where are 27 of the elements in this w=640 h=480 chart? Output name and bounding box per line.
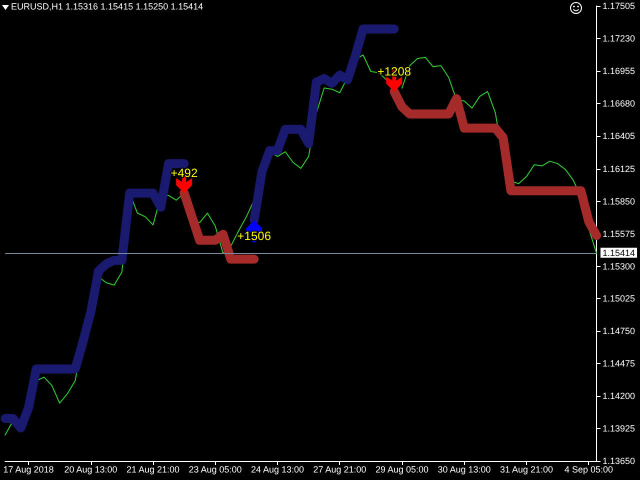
y-tick-label: 1.16955 [602,66,636,76]
x-tick-label: 30 Aug 13:00 [438,464,491,474]
y-tick-label: 1.16680 [602,98,636,108]
x-tick-label: 4 Sep 05:00 [564,464,613,474]
y-tick-label: 1.14750 [602,326,636,336]
y-tick-label: 1.15025 [602,294,636,304]
y-tick-label: 1.15850 [602,196,636,206]
x-tick-label: 24 Aug 13:00 [250,464,304,474]
y-tick-label: 1.13650 [602,456,636,466]
y-tick-label: 1.16125 [602,164,636,174]
ref-line-label: 1.15414 [602,248,636,258]
y-tick-label: 1.14475 [602,358,636,369]
y-tick-label: 1.13925 [602,424,636,434]
x-tick-label: 20 Aug 13:00 [64,464,118,474]
y-tick-label: 1.15575 [602,228,636,239]
y-tick-label: 1.16405 [602,130,636,141]
x-tick-label: 21 Aug 21:00 [126,464,180,474]
x-tick-label: 27 Aug 21:00 [313,464,366,474]
x-tick-label: 17 Aug 2018 [3,464,54,474]
x-tick-label: 23 Aug 05:00 [188,464,242,474]
y-tick-label: 1.17505 [602,1,636,11]
x-tick-label: 31 Aug 21:00 [500,464,554,474]
y-tick-label: 1.15300 [602,261,636,272]
chart-title: EURUSD,H1 1.15316 1.15415 1.15250 1.15414 [11,2,204,12]
x-tick-label: 29 Aug 05:00 [375,464,429,474]
y-tick-label: 1.14200 [602,391,636,402]
y-tick-label: 1.17230 [602,33,636,44]
